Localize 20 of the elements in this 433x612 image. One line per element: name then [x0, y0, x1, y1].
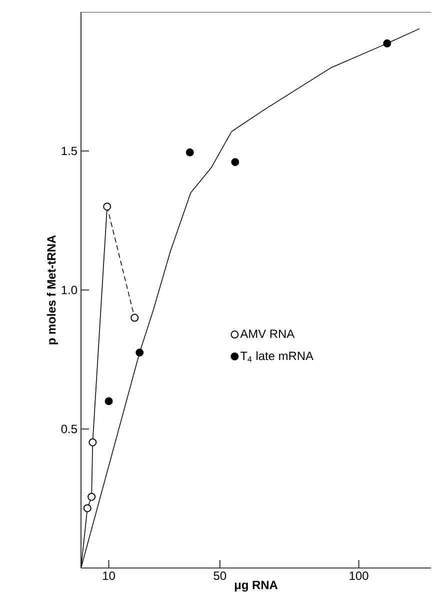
x-tick-label: 100: [350, 572, 368, 580]
point: [383, 39, 392, 48]
y-tick-label: 1.5: [62, 146, 77, 156]
legend-label: T$_{4}$ late mRNA: [240, 351, 314, 362]
legend-label: AMV RNA: [240, 330, 295, 338]
point: [130, 314, 139, 322]
x-tick-label: 10: [103, 572, 115, 580]
point: [186, 148, 194, 156]
point: [88, 438, 97, 446]
point: [104, 397, 113, 406]
y-tick-label: 0.5: [61, 424, 77, 434]
y-axis-title: p moles f Met-tRNA: [46, 235, 58, 344]
point: [136, 348, 144, 357]
y-tick-label: 1.0: [62, 286, 78, 294]
point: [88, 492, 96, 501]
x-axis-title: μg RNA: [234, 580, 278, 592]
x-tick-label: 50: [214, 572, 226, 580]
point: [231, 158, 240, 166]
point: [103, 202, 112, 211]
point: [83, 504, 92, 512]
